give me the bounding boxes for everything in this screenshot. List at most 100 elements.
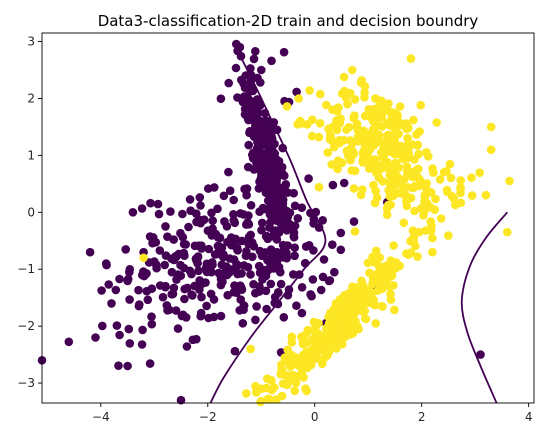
data-point-class-0 xyxy=(229,210,238,219)
data-point-class-1 xyxy=(287,332,297,342)
data-point-class-1 xyxy=(475,168,485,177)
data-point-class-0 xyxy=(349,217,359,226)
data-point-class-1 xyxy=(370,198,380,208)
data-point-class-0 xyxy=(279,170,288,180)
decision-boundary-line-2 xyxy=(460,211,508,404)
data-point-class-1 xyxy=(467,173,476,182)
data-point-class-0 xyxy=(178,209,187,219)
data-point-class-0 xyxy=(188,335,198,345)
data-point-class-0 xyxy=(97,286,106,295)
data-point-class-1 xyxy=(323,148,333,157)
data-point-class-0 xyxy=(201,278,210,287)
data-point-class-1 xyxy=(139,253,148,263)
data-point-class-0 xyxy=(214,268,223,278)
data-point-class-0 xyxy=(147,312,156,322)
data-point-class-1 xyxy=(408,226,418,235)
data-point-class-1 xyxy=(263,394,273,404)
data-point-class-0 xyxy=(161,281,170,291)
data-point-class-1 xyxy=(296,116,305,126)
data-point-class-0 xyxy=(150,257,159,266)
data-point-class-0 xyxy=(318,216,328,225)
data-point-class-0 xyxy=(220,217,229,226)
y-tick-label: 2 xyxy=(27,91,35,105)
y-tick-label: −1 xyxy=(17,262,35,276)
data-point-class-0 xyxy=(196,311,205,321)
data-point-class-0 xyxy=(240,184,249,194)
data-point-class-0 xyxy=(203,261,212,270)
data-point-class-0 xyxy=(185,195,195,204)
data-point-class-1 xyxy=(420,205,430,214)
data-point-class-0 xyxy=(271,208,281,218)
data-point-class-1 xyxy=(354,125,363,135)
data-point-class-0 xyxy=(154,209,164,219)
data-point-class-1 xyxy=(355,287,365,297)
data-point-class-1 xyxy=(326,312,336,321)
data-point-class-1 xyxy=(467,191,477,200)
data-point-class-0 xyxy=(204,244,214,254)
data-point-class-1 xyxy=(400,174,409,184)
data-point-class-0 xyxy=(279,313,289,322)
data-point-class-0 xyxy=(325,276,335,285)
data-point-class-0 xyxy=(104,280,113,289)
data-point-class-1 xyxy=(422,179,431,188)
data-point-class-1 xyxy=(402,167,412,177)
data-point-class-0 xyxy=(244,140,253,150)
data-point-class-0 xyxy=(292,301,301,311)
data-point-class-0 xyxy=(257,225,266,235)
data-point-class-1 xyxy=(242,389,251,398)
data-point-class-1 xyxy=(431,194,440,204)
data-point-class-1 xyxy=(409,115,418,125)
data-point-class-0 xyxy=(253,143,262,153)
data-point-class-0 xyxy=(216,280,226,290)
data-point-class-1 xyxy=(287,350,297,360)
data-point-class-0 xyxy=(251,315,260,325)
data-point-class-0 xyxy=(248,154,258,163)
data-point-class-1 xyxy=(365,112,375,122)
data-point-class-1 xyxy=(414,149,424,159)
data-point-class-1 xyxy=(332,125,342,135)
data-point-class-1 xyxy=(324,124,333,134)
data-point-class-0 xyxy=(257,65,266,75)
data-point-class-0 xyxy=(171,251,181,261)
data-point-class-0 xyxy=(139,267,148,276)
data-point-class-0 xyxy=(145,359,155,368)
data-point-class-0 xyxy=(283,290,293,300)
data-point-class-0 xyxy=(238,97,248,107)
data-point-class-0 xyxy=(251,47,260,56)
data-point-class-0 xyxy=(211,229,220,239)
data-point-class-1 xyxy=(420,191,430,200)
data-point-class-1 xyxy=(342,146,352,156)
data-point-class-1 xyxy=(378,153,388,162)
data-point-class-1 xyxy=(456,184,465,194)
data-point-class-0 xyxy=(276,267,285,277)
data-point-class-1 xyxy=(337,329,347,338)
data-point-class-1 xyxy=(395,102,405,111)
data-point-class-1 xyxy=(291,378,301,388)
data-point-class-0 xyxy=(243,162,253,172)
data-point-class-1 xyxy=(324,319,334,328)
data-point-class-1 xyxy=(329,341,339,351)
data-point-class-1 xyxy=(390,166,400,175)
data-point-class-1 xyxy=(413,252,422,261)
y-tick-label: 3 xyxy=(27,35,35,49)
data-point-class-0 xyxy=(146,198,155,208)
data-point-class-0 xyxy=(223,290,232,300)
data-point-class-1 xyxy=(406,248,416,257)
data-point-class-0 xyxy=(216,311,226,321)
data-point-class-1 xyxy=(331,320,341,330)
data-point-class-1 xyxy=(390,305,399,315)
data-point-class-1 xyxy=(382,139,391,148)
data-point-class-1 xyxy=(357,76,367,85)
data-point-class-0 xyxy=(243,218,252,227)
data-point-class-0 xyxy=(265,223,274,232)
data-point-class-1 xyxy=(290,386,300,396)
data-point-class-1 xyxy=(341,93,351,103)
data-point-class-0 xyxy=(192,255,202,265)
data-point-class-0 xyxy=(138,325,147,335)
data-point-class-0 xyxy=(137,204,147,213)
data-point-class-1 xyxy=(343,321,353,330)
data-point-class-1 xyxy=(267,376,276,385)
data-point-class-0 xyxy=(267,148,277,157)
data-point-class-0 xyxy=(115,274,124,284)
data-point-class-0 xyxy=(297,203,307,212)
